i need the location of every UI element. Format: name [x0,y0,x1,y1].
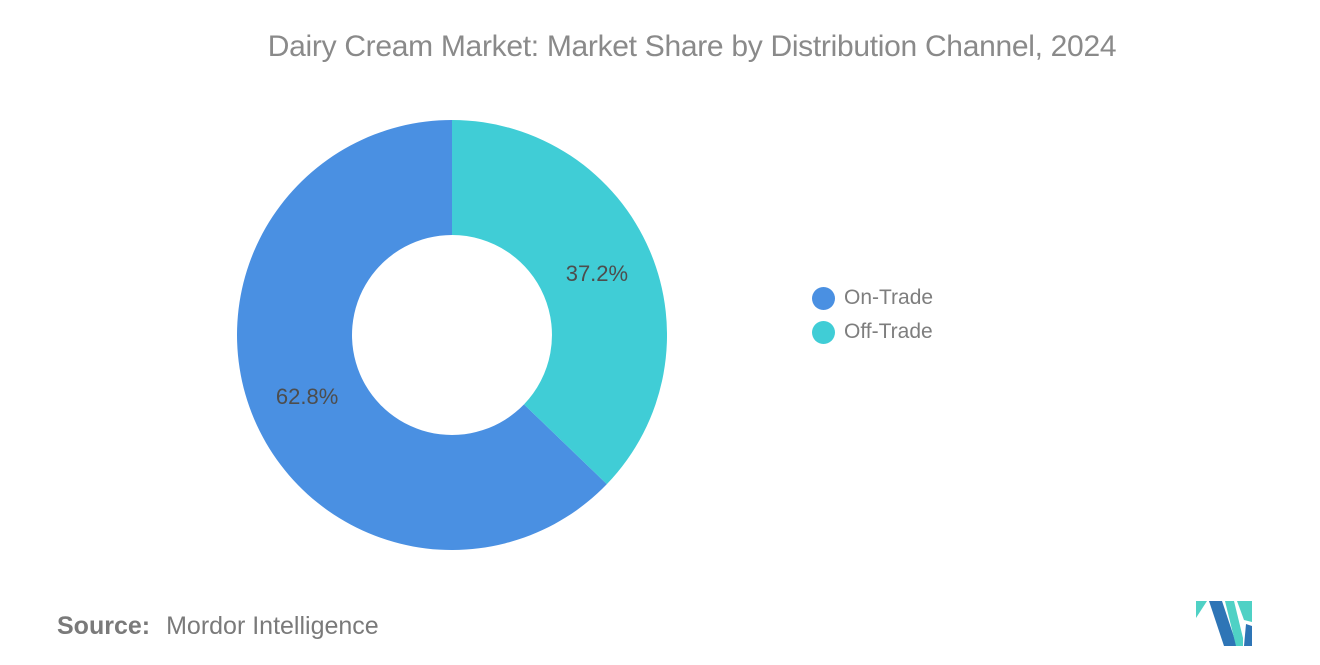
legend-label-on-trade: On-Trade [844,286,934,309]
source-line: Source: Mordor Intelligence [57,612,379,641]
slice-off-trade[interactable] [452,120,667,485]
logo-shape [1244,624,1252,646]
chart-title: Dairy Cream Market: Market Share by Dist… [267,30,1117,63]
legend-label-off-trade: Off-Trade [844,320,933,343]
legend-swatch-off-trade [812,320,835,344]
legend-swatch-on-trade [812,286,835,310]
chart-legend: On-Trade Off-Trade [812,286,933,344]
legend-item-on-trade[interactable]: On-Trade [812,286,933,310]
logo-shape [1237,601,1252,622]
source-label: Source: [57,612,151,640]
slice-label-off-trade: 37.2% [566,261,628,286]
mordor-intelligence-logo [1196,601,1252,646]
source-value: Mordor Intelligence [166,612,379,640]
logo-shape [1209,601,1237,646]
logo-shape [1196,601,1207,618]
donut-chart: 62.8% 37.2% [237,120,667,550]
logo-shape [1225,601,1243,646]
slice-label-on-trade: 62.8% [276,384,338,409]
slice-on-trade[interactable] [237,120,607,550]
legend-item-off-trade[interactable]: Off-Trade [812,320,933,344]
